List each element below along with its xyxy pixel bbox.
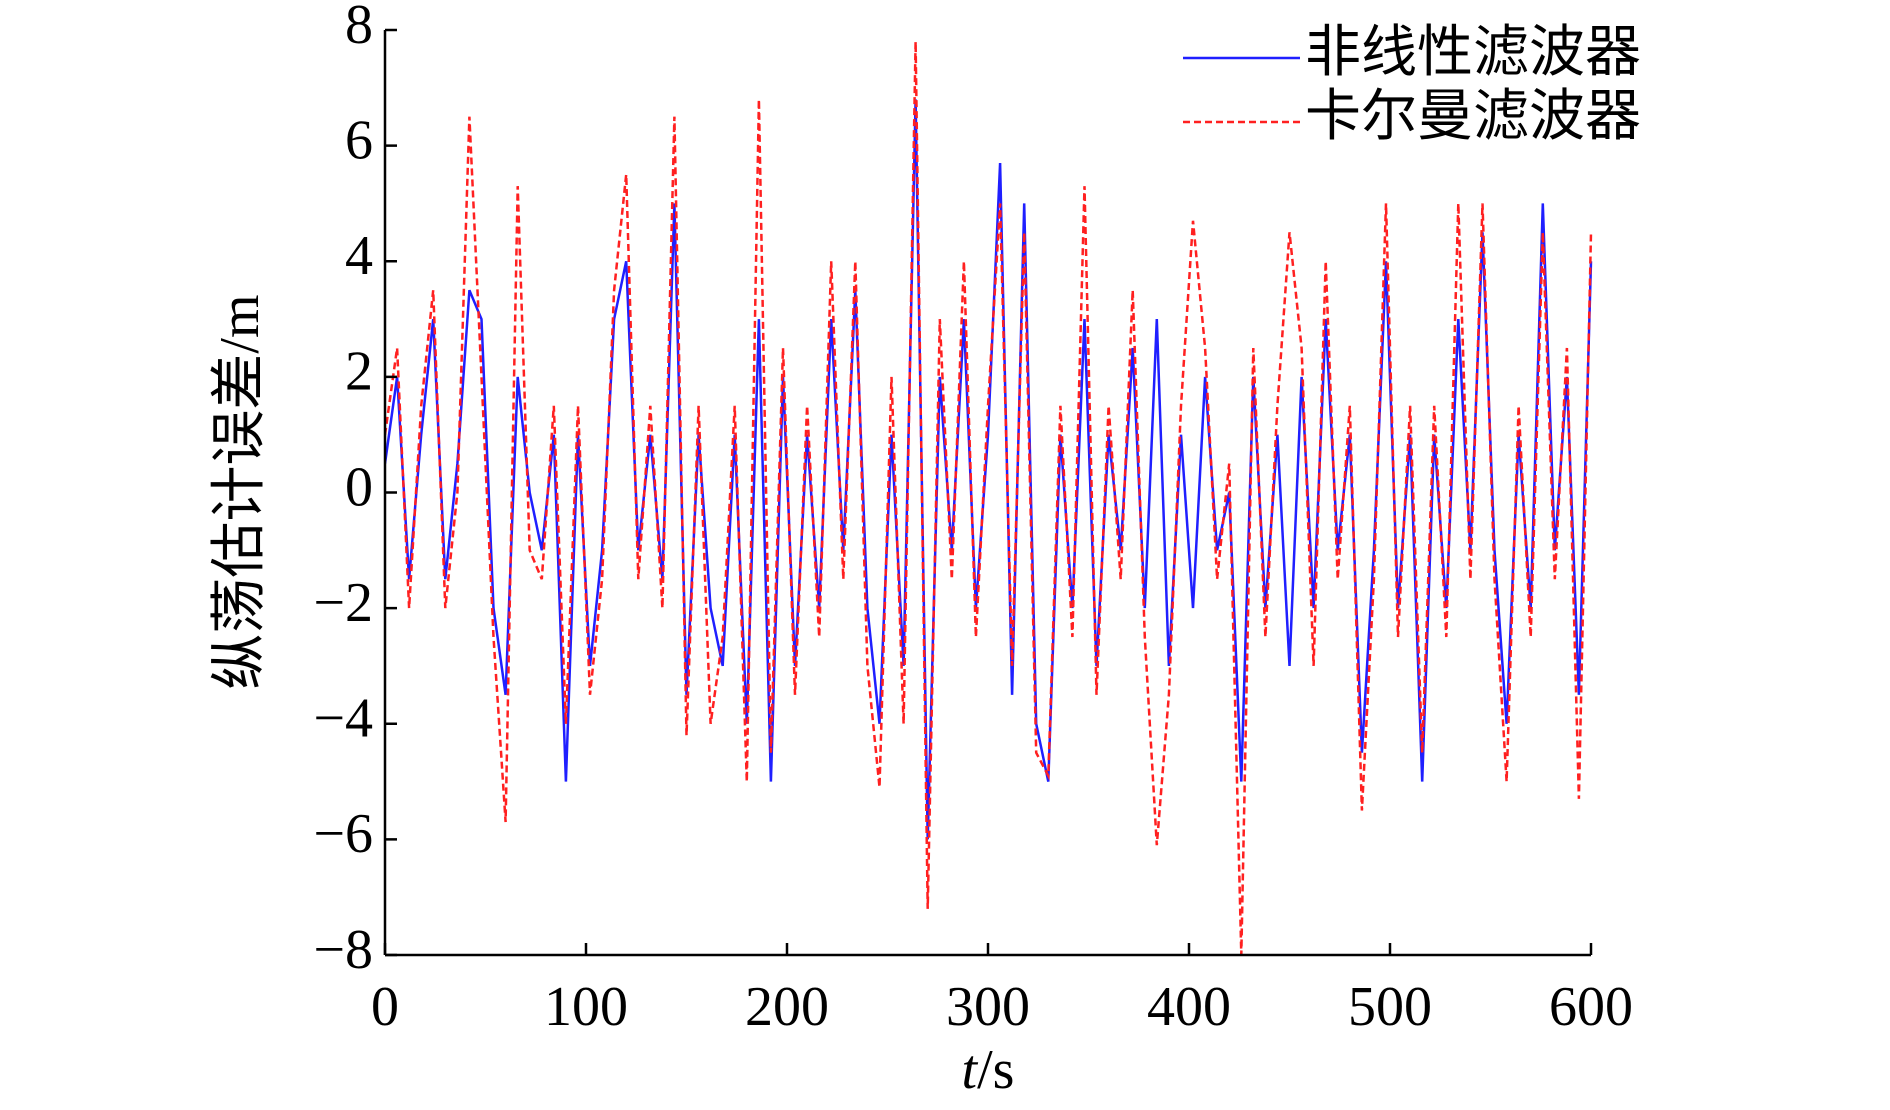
legend-label: 卡尔曼滤波器 <box>1305 86 1641 148</box>
series-line <box>385 41 1593 956</box>
x-tick-label: 0 <box>371 976 399 1038</box>
y-tick-label: −8 <box>313 919 373 981</box>
y-axis-label: 纵荡估计误差/m <box>209 294 271 689</box>
series-line <box>385 99 1593 840</box>
x-tick-label: 600 <box>1549 976 1633 1038</box>
x-tick-label: 400 <box>1147 976 1231 1038</box>
legend-label: 非线性滤波器 <box>1305 22 1641 84</box>
y-tick-label: 4 <box>345 225 373 287</box>
y-tick-label: 2 <box>345 341 373 403</box>
x-tick-label: 200 <box>745 976 829 1038</box>
x-axis-label: t/s <box>962 1039 1015 1101</box>
y-tick-label: 0 <box>345 456 373 518</box>
x-tick-label: 300 <box>946 976 1030 1038</box>
y-tick-label: −4 <box>313 688 373 750</box>
x-tick-label: 100 <box>544 976 628 1038</box>
x-tick-label: 500 <box>1348 976 1432 1038</box>
plot-area <box>385 41 1593 956</box>
y-tick-label: −2 <box>313 572 373 634</box>
y-tick-label: 6 <box>345 109 373 171</box>
y-tick-label: 8 <box>345 0 373 56</box>
y-tick-label: −6 <box>313 803 373 865</box>
